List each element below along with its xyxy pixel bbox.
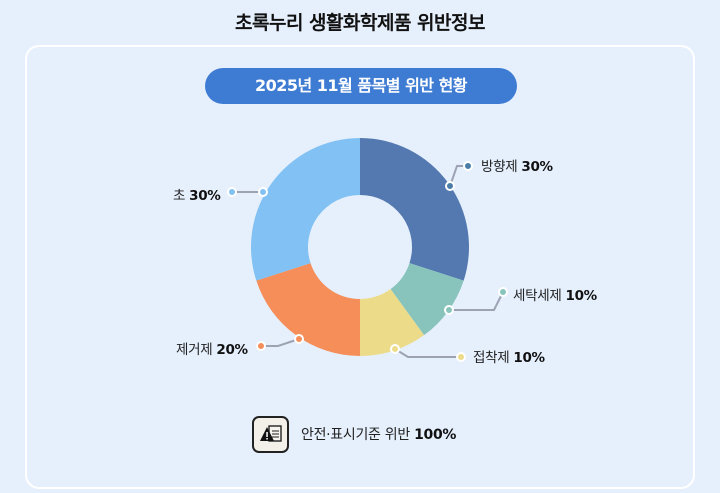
chart-subtitle: 2025년 11월 품목별 위반 현황	[205, 68, 517, 104]
leader-dot-icon	[444, 305, 454, 315]
leader-lines	[227, 161, 508, 362]
leader-dot-icon	[227, 187, 237, 197]
warning-document-icon	[252, 415, 289, 453]
slice-4	[251, 138, 360, 281]
leader-dot-icon	[258, 187, 268, 197]
leader-dot-icon	[456, 352, 466, 362]
label-bangyangje: 방향제 30%	[481, 159, 553, 175]
leader-dot-icon	[294, 334, 304, 344]
label-jegeoje: 제거제 20%	[176, 342, 248, 358]
footer-summary: 안전·표시기준 위반 100%	[252, 415, 456, 453]
slice-2	[360, 289, 425, 356]
donut-slices	[251, 138, 469, 356]
chart-card	[25, 45, 695, 489]
slice-1	[390, 263, 464, 336]
slice-3	[256, 263, 360, 356]
label-setaksesje: 세탁세제 10%	[513, 288, 597, 304]
slice-0	[360, 138, 469, 281]
leader-dot-icon	[256, 341, 266, 351]
footer-text: 안전·표시기준 위반 100%	[301, 427, 457, 443]
leader-dot-icon	[463, 161, 473, 171]
leader-dot-icon	[390, 344, 400, 354]
leader-dot-icon	[498, 287, 508, 297]
page-title: 초록누리 생활화학제품 위반정보	[235, 12, 485, 34]
label-cho: 초 30%	[173, 188, 221, 204]
label-jeopchakje: 접착제 10%	[473, 350, 545, 366]
leader-dot-icon	[445, 181, 455, 191]
